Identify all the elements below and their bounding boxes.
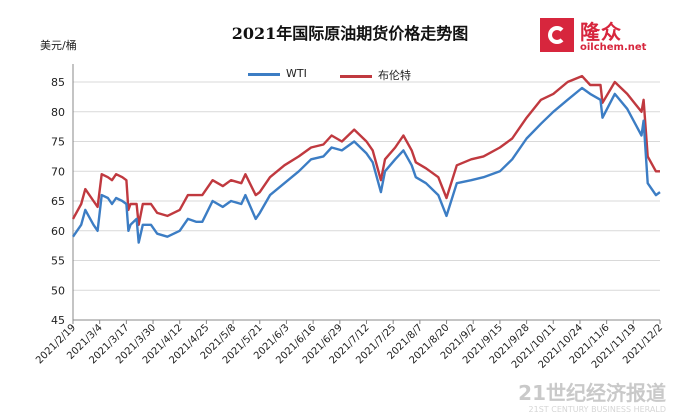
y-tick-label: 45: [51, 314, 65, 327]
watermark-cn: 21世纪经济报道: [518, 381, 666, 405]
series-lines: [71, 74, 661, 244]
legend-swatch-wti: [248, 72, 280, 76]
axes: [72, 64, 661, 324]
y-tick-label: 70: [51, 165, 65, 178]
legend-label-wti: WTI: [286, 67, 307, 80]
y-tick-label: 50: [51, 284, 65, 297]
gridlines: [73, 81, 660, 291]
legend-label-brent: 布伦特: [378, 69, 411, 82]
series-line-wti: [72, 86, 661, 244]
y-tick-label: 75: [51, 136, 65, 149]
series-line-brent: [71, 74, 660, 227]
y-tick-label: 55: [51, 255, 65, 268]
logo-text-en: oilchem.net: [580, 42, 647, 53]
y-tick-label: 60: [51, 225, 65, 238]
y-tick-labels: 45 50 55 60 65 70 75 80 85: [51, 76, 65, 327]
y-tick-label: 80: [51, 106, 65, 119]
logo-text-cn: 隆众: [580, 20, 622, 44]
x-tick-labels: 2021/2/192021/3/42021/3/172021/3/302021/…: [34, 322, 665, 371]
logo-mark-icon: [540, 18, 574, 52]
legend-swatch-brent: [340, 74, 372, 78]
oilchem-logo: 隆众 oilchem.net: [540, 16, 670, 58]
watermark-en: 21ST CENTURY BUSINESS HERALD: [528, 405, 666, 414]
chart-title: 2021年国际原油期货价格走势图: [231, 24, 469, 43]
legend-item-brent: 布伦特: [340, 67, 411, 83]
y-axis-label: 美元/桶: [40, 39, 77, 52]
y-tick-label: 85: [51, 76, 65, 89]
legend-item-wti: WTI: [248, 67, 307, 80]
y-tick-label: 65: [51, 195, 65, 208]
